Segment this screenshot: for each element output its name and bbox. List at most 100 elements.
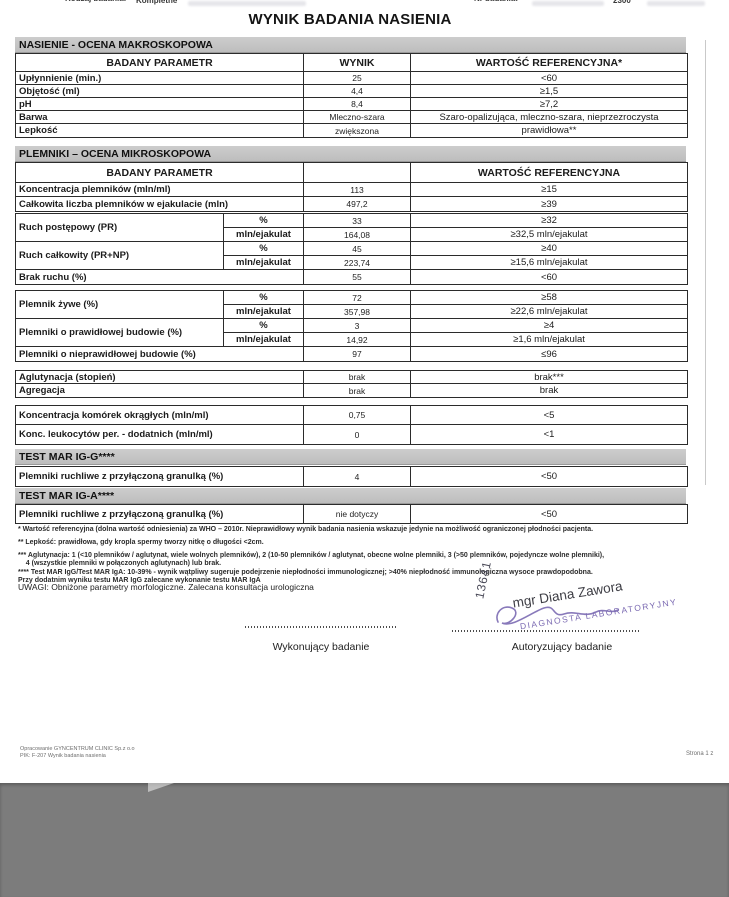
row-koncentracja-param: Koncentracja plemników (mln/ml) [16, 183, 304, 197]
row-brak-ruchu-ref: <60 [540, 271, 558, 283]
report-number-value: 2300 [613, 0, 631, 5]
row-koncentracja-ref: ≥15 [411, 183, 687, 197]
footer-line-1: Opracowanie GYNCENTRUM CLINIC Sp.z o.o [20, 746, 135, 752]
row-leukocyty-result: 0 [304, 425, 411, 444]
row-aglutynacja-ref: brak*** [411, 371, 687, 384]
row-ruch-calkowity-result-pct: 45 [304, 242, 411, 256]
row-brak-ruchu-param: Brak ruchu (%) [16, 270, 304, 284]
row-objetosc-result: 4,4 [304, 85, 411, 98]
row-plemniki-zywe-result-mln: 357,98 [304, 305, 411, 319]
row-agregacja-result: brak [304, 384, 411, 397]
signature-label-left: Wykonujący badanie [272, 641, 370, 653]
row-ruch-calkowity-ref-mln: ≥15,6 mln/ejakulat [411, 256, 687, 270]
row-ruch-calkowity-param: Ruch całkowity (PR+NP) [16, 242, 224, 270]
section-header-mar-igg: TEST MAR IG-G**** [15, 449, 686, 465]
row-ruch-postepowy-result-pct: 33 [304, 214, 411, 228]
footnote-2: ** Lepkość: prawidłowa, gdy kropla sperm… [18, 539, 264, 546]
redacted-text [647, 1, 705, 6]
table-mar-iga: Plemniki ruchliwe z przyłączoną granulką… [15, 504, 688, 524]
column-header-parametr: BADANY PARAMETR [16, 54, 304, 72]
row-prawidlowa-budowa-sub-mln: mln/ejakulat [224, 333, 304, 347]
column-header-referencyjna: WARTOŚĆ REFERENCYJNA [411, 163, 687, 183]
scan-page-corner [148, 783, 174, 792]
table-ruchliwosc: Ruch postępowy (PR) % 33 ≥32 mln/ejakula… [15, 213, 688, 285]
row-prawidlowa-budowa-result-mln: 14,92 [304, 333, 411, 347]
row-plemniki-zywe-ref-mln: ≥22,6 mln/ejakulat [411, 305, 687, 319]
footnote-3: *** Aglutynacja: 1 (<10 plemników / aglu… [18, 552, 605, 567]
table-mar-igg: Plemniki ruchliwe z przyłączoną granulką… [15, 466, 688, 487]
row-uplynnienie-param: Upłynnienie (min.) [16, 72, 304, 85]
page-number: Strona 1 z [686, 751, 714, 757]
row-ruch-calkowity-ref-pct: ≥40 [411, 242, 687, 256]
row-ruch-postepowy-param: Ruch postępowy (PR) [16, 214, 224, 242]
signature-line-right [452, 630, 640, 632]
row-leukocyty-ref: <1 [543, 429, 555, 440]
report-type-value: Kompletne [136, 0, 178, 5]
row-lepkosc-result: zwiększona [304, 124, 411, 137]
report-number-label: Nr badania: [474, 0, 518, 3]
redacted-text [188, 1, 306, 6]
section-header-mar-iga: TEST MAR IG-A**** [15, 488, 686, 504]
signature-line-left [245, 626, 397, 628]
row-ruch-postepowy-ref-pct: ≥32 [411, 214, 687, 228]
scan-edge-line [705, 40, 706, 485]
row-prawidlowa-budowa-param: Plemniki o prawidłowej budowie (%) [16, 319, 224, 347]
row-ruch-calkowity-result-mln: 223,74 [304, 256, 411, 270]
section-header-makroskopowa: NASIENIE - OCENA MAKROSKOPOWA [15, 37, 686, 53]
row-ruch-postepowy-sub-pct: % [224, 214, 304, 228]
row-leukocyty-param: Konc. leukocytów per. - dodatnich (mln/m… [16, 425, 304, 444]
row-plemniki-zywe-param: Plemnik żywe (%) [16, 291, 224, 319]
row-ruch-postepowy-ref-mln: ≥32,5 mln/ejakulat [411, 228, 687, 242]
row-ph-result: 8,4 [304, 98, 411, 111]
row-nieprawidlowa-budowa-result: 97 [304, 347, 411, 361]
row-agregacja-param: Agregacja [16, 384, 304, 397]
row-barwa-ref: Szaro-opalizująca, mleczno-szara, nieprz… [411, 111, 687, 124]
row-calkowita-param: Całkowita liczba plemników w ejakulacie … [16, 197, 304, 211]
footnote-4: **** Test MAR IgG/Test MAR IgA: 10-39% -… [18, 569, 593, 584]
scan-background-band [0, 783, 729, 897]
row-prawidlowa-budowa-ref-mln: ≥1,6 mln/ejakulat [411, 333, 687, 347]
row-calkowita-ref: ≥39 [541, 198, 557, 210]
row-prawidlowa-budowa-result-pct: 3 [304, 319, 411, 333]
row-ruch-postepowy-sub-mln: mln/ejakulat [224, 228, 304, 242]
row-uplynnienie-result: 25 [304, 72, 411, 85]
row-ph-param: pH [16, 98, 304, 111]
column-header-wynik: WYNIK [304, 54, 411, 72]
row-agregacja-ref: brak [539, 385, 559, 396]
row-plemniki-zywe-sub-mln: mln/ejakulat [224, 305, 304, 319]
row-mar-igg-param: Plemniki ruchliwe z przyłączoną granulką… [16, 467, 304, 486]
row-aglutynacja-param: Aglutynacja (stopień) [16, 371, 304, 384]
row-prawidlowa-budowa-ref-pct: ≥4 [411, 319, 687, 333]
table-komorki-okragle: Koncentracja komórek okrągłych (mln/ml) … [15, 405, 688, 445]
signature-scribble [496, 606, 619, 625]
row-mar-igg-ref: <50 [540, 471, 558, 482]
row-mar-iga-ref: <50 [540, 508, 558, 520]
report-type-label: Rodzaj badania: [65, 0, 126, 3]
row-aglutynacja-result: brak [304, 371, 411, 384]
row-lepkosc-ref: prawidłowa** [521, 125, 577, 136]
row-ruch-calkowity-sub-mln: mln/ejakulat [224, 256, 304, 270]
row-mar-igg-result: 4 [304, 467, 411, 486]
table-zywotnosc: Plemnik żywe (%) % 72 ≥58 mln/ejakulat 3… [15, 290, 688, 362]
page-title: WYNIK BADANIA NASIENIA [248, 11, 452, 28]
row-ruch-calkowity-sub-pct: % [224, 242, 304, 256]
row-lepkosc-param: Lepkość [16, 124, 304, 137]
row-objetosc-param: Objętość (ml) [16, 85, 304, 98]
row-barwa-param: Barwa [16, 111, 304, 124]
footnote-1: * Wartość referencyjna (dolna wartość od… [18, 526, 594, 533]
redacted-text [532, 1, 604, 6]
row-nieprawidlowa-budowa-ref: ≤96 [541, 348, 557, 360]
signature-label-right: Autoryzujący badanie [511, 641, 613, 653]
remarks-text: UWAGI: Obniżone parametry morfologiczne.… [18, 582, 314, 592]
row-ruch-postepowy-result-mln: 164,08 [304, 228, 411, 242]
table-makroskopowa: BADANY PARAMETR WYNIK WARTOŚĆ REFERENCYJ… [15, 53, 688, 138]
row-mar-iga-result: nie dotyczy [304, 505, 411, 523]
column-header-referencyjna: WARTOŚĆ REFERENCYJNA* [411, 54, 687, 72]
table-aglutynacja: Aglutynacja (stopień) brak brak*** Agreg… [15, 370, 688, 398]
section-header-mikroskopowa: PLEMNIKI – OCENA MIKROSKOPOWA [15, 146, 686, 162]
row-uplynnienie-ref: <60 [411, 72, 687, 85]
row-komorki-okragle-param: Koncentracja komórek okrągłych (mln/ml) [16, 406, 304, 425]
row-koncentracja-result: 113 [304, 183, 411, 197]
row-brak-ruchu-result: 55 [304, 270, 411, 284]
row-prawidlowa-budowa-sub-pct: % [224, 319, 304, 333]
